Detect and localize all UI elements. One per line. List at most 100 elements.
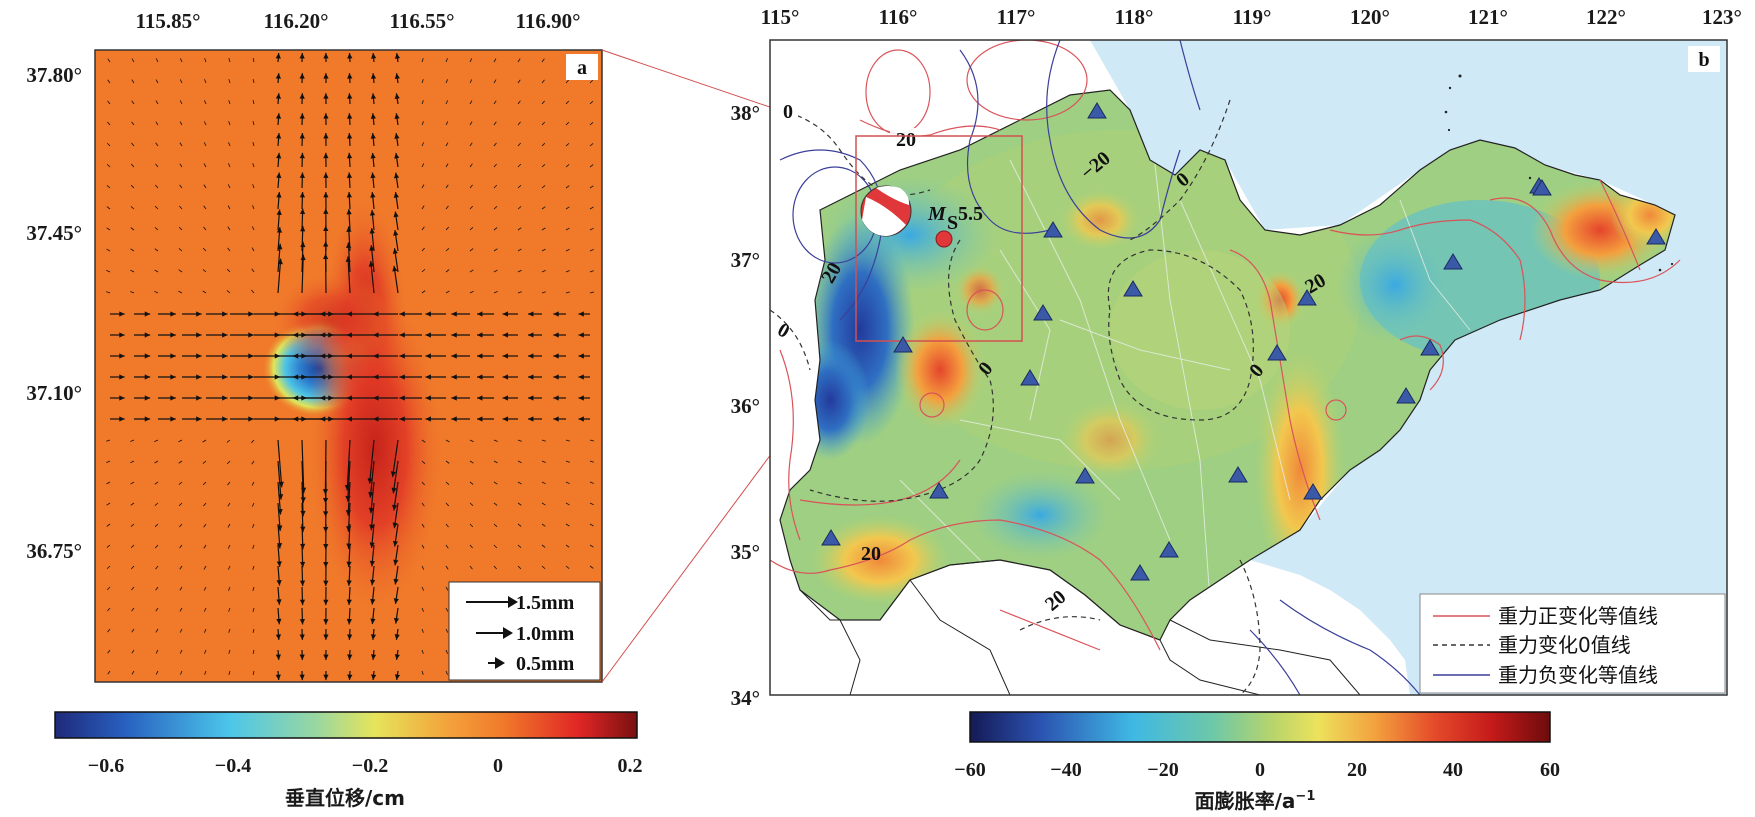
displacement-vector	[277, 439, 283, 488]
vertical-displacement-field	[95, 50, 602, 682]
vector-arrowhead	[346, 543, 352, 549]
vector-arrowhead	[347, 674, 353, 681]
vector-arrowhead	[502, 395, 509, 401]
displacement-vector	[130, 206, 135, 210]
vector-arrowhead	[578, 374, 584, 380]
displacement-vector	[154, 248, 159, 252]
x-tick-label: 116.20°	[264, 9, 329, 33]
vector-arrowhead	[346, 242, 352, 249]
vector-scale-legend: 1.5mm 1.0mm 0.5mm	[448, 581, 601, 681]
displacement-vector	[445, 269, 450, 273]
vector-arrowhead	[451, 353, 457, 359]
scale-arrowhead	[503, 627, 513, 639]
displacement-vector	[421, 247, 425, 252]
displacement-vector	[469, 205, 474, 210]
displacement-vector	[517, 79, 521, 84]
vector-arrowhead	[292, 374, 299, 380]
displacement-vector	[155, 565, 159, 570]
displacement-vector	[106, 291, 111, 294]
displacement-vector	[179, 58, 183, 63]
displacement-vector	[107, 79, 111, 84]
displacement-vector	[517, 58, 521, 63]
displacement-vector	[130, 481, 135, 485]
vector-arrowhead	[345, 256, 351, 262]
panel-b-colorbar: −60 −40 −20 0 20 40 60 面膨胀率/a−1	[954, 711, 1560, 813]
displacement-vector	[301, 481, 304, 517]
displacement-vector	[541, 227, 546, 231]
displacement-vector	[301, 254, 304, 294]
displacement-vector	[565, 544, 570, 548]
displacement-vector	[130, 523, 135, 527]
vector-arrowhead	[346, 133, 353, 139]
displacement-vector	[541, 270, 546, 273]
vector-arrowhead	[346, 580, 352, 586]
displacement-vector	[202, 439, 207, 443]
vector-arrowhead	[248, 311, 254, 317]
displacement-vector	[106, 481, 111, 485]
vector-arrowhead	[196, 374, 202, 380]
vector-arrowhead	[370, 73, 377, 79]
vector-arrowhead	[370, 618, 376, 625]
displacement-vector	[493, 227, 498, 231]
displacement-vector	[252, 121, 255, 126]
vector-arrowhead	[277, 258, 283, 265]
vector-arrowhead	[502, 353, 509, 359]
displacement-vector	[202, 269, 207, 273]
vector-arrowhead	[502, 374, 509, 380]
scale-label-1-5: 1.5mm	[516, 592, 575, 614]
displacement-vector	[252, 607, 255, 612]
vector-arrowhead	[323, 619, 329, 625]
vector-arrowhead	[222, 332, 228, 338]
vector-arrowhead	[393, 559, 399, 566]
contour-label: 20	[896, 129, 916, 151]
displacement-vector	[421, 184, 425, 189]
displacement-vector	[204, 100, 207, 105]
contour-label: 20	[861, 543, 881, 565]
vector-arrowhead	[368, 492, 374, 498]
x-tick-label: 122°	[1586, 5, 1626, 29]
displacement-vector	[493, 248, 498, 252]
station-triangle	[1087, 102, 1107, 119]
vector-arrowhead	[370, 192, 376, 198]
vector-arrowhead	[346, 618, 352, 625]
vector-arrowhead	[346, 311, 353, 317]
vector-arrowhead	[323, 191, 329, 198]
displacement-vector	[541, 79, 545, 84]
vector-arrowhead	[394, 654, 400, 660]
vector-arrowhead	[299, 654, 305, 660]
displacement-vector	[178, 248, 183, 252]
displacement-vector	[493, 502, 498, 506]
study-area-box	[855, 135, 1023, 342]
displacement-vector	[517, 502, 522, 506]
vector-arrowhead	[369, 542, 375, 548]
displacement-vector	[589, 460, 594, 463]
displacement-vector	[228, 58, 231, 63]
vector-arrowhead	[578, 353, 584, 359]
displacement-vector	[226, 460, 231, 465]
vector-arrowhead	[370, 113, 376, 119]
displacement-vector	[252, 586, 255, 591]
y-tick-label: 36.75°	[26, 539, 82, 563]
displacement-vector	[178, 226, 183, 231]
panel-a-x-ticks: 115.85° 116.20° 116.55° 116.90°	[136, 9, 581, 33]
sea-area	[1090, 40, 1727, 695]
displacement-vector	[226, 290, 231, 294]
vector-arrowhead	[319, 332, 326, 338]
vector-arrowhead	[502, 311, 509, 317]
vector-arrowhead	[323, 53, 329, 59]
displacement-vector	[203, 607, 207, 612]
displacement-vector	[204, 649, 207, 654]
displacement-vector	[107, 100, 111, 105]
vector-arrowhead	[277, 243, 283, 250]
displacement-vector	[179, 607, 183, 612]
gnss-stations	[821, 102, 1666, 581]
vector-arrowhead	[392, 504, 398, 511]
displacement-vector	[251, 481, 255, 486]
scale-label-1-0: 1.0mm	[516, 623, 575, 645]
vector-arrowhead	[323, 152, 329, 159]
displacement-vector	[565, 100, 570, 105]
displacement-vector	[179, 205, 183, 210]
vector-arrowhead	[393, 578, 399, 585]
y-tick-label: 37.10°	[26, 381, 82, 405]
displacement-vector	[107, 607, 111, 612]
